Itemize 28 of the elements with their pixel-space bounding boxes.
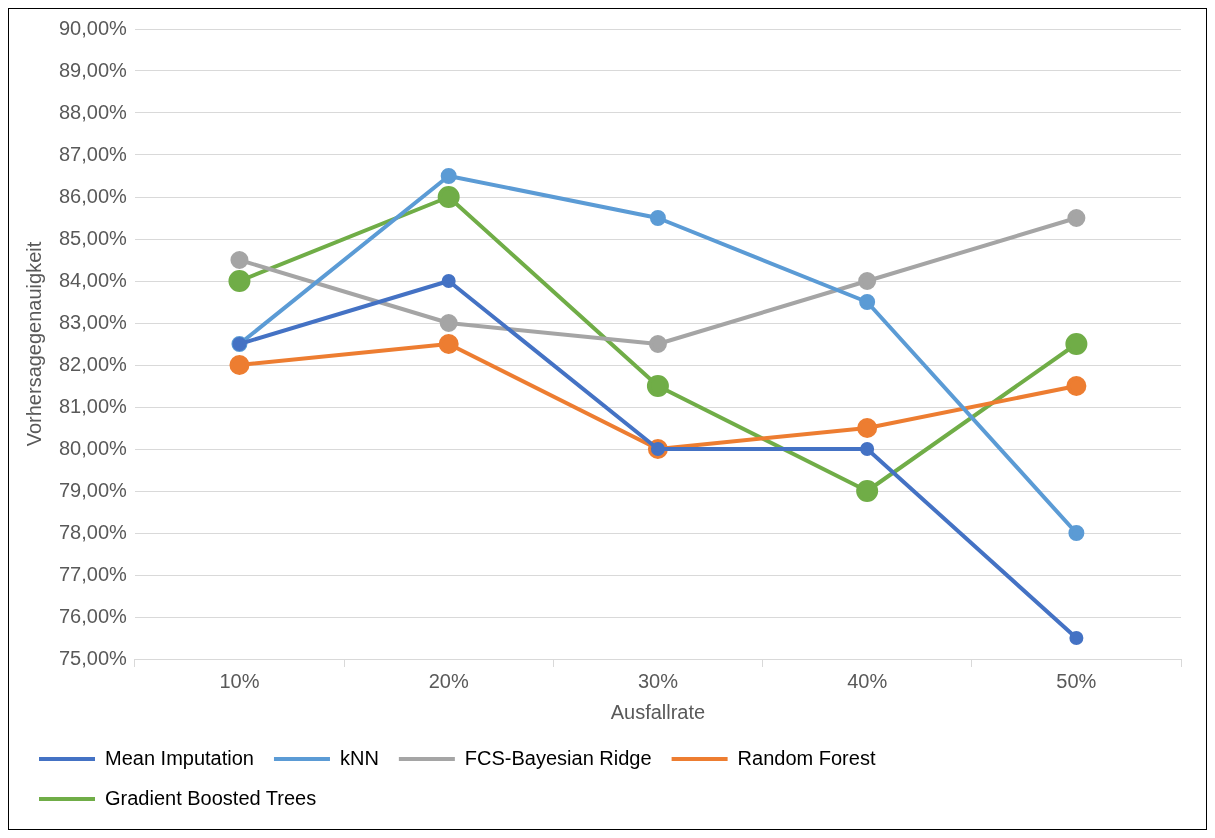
y-tick-label: 90,00% (58, 16, 128, 39)
y-tick-label: 75,00% (58, 646, 128, 669)
y-tick-label: 89,00% (58, 58, 128, 81)
legend-label: FCS-Bayesian Ridge (464, 746, 652, 769)
y-tick-label: 79,00% (58, 478, 128, 501)
y-tick-label: 87,00% (58, 142, 128, 165)
y-tick-label: 77,00% (58, 562, 128, 585)
y-tick-label: 83,00% (58, 310, 128, 333)
x-tick-label: 20% (428, 669, 469, 692)
y-tick-label: 76,00% (58, 604, 128, 627)
y-tick-label: 80,00% (58, 436, 128, 459)
legend-label: kNN (339, 746, 379, 769)
legend-label: Mean Imputation (105, 746, 254, 769)
y-tick-label: 85,00% (58, 226, 128, 249)
x-tick-label: 30% (637, 669, 679, 692)
x-axis-title: Ausfallrate (610, 700, 706, 723)
y-tick-label: 86,00% (58, 184, 128, 207)
x-tick-label: 40% (847, 669, 888, 692)
y-tick-label: 88,00% (58, 100, 128, 123)
y-tick-label: 81,00% (58, 394, 128, 417)
y-tick-label: 82,00% (58, 352, 128, 375)
legend-label: Random Forest (737, 746, 876, 769)
y-tick-label: 78,00% (58, 520, 128, 543)
y-axis-title: Vorhersagegenauigkeit (22, 241, 45, 447)
y-tick-label: 84,00% (58, 268, 128, 291)
legend-label: Gradient Boosted Trees (105, 786, 317, 809)
x-tick-label: 10% (219, 669, 260, 692)
x-tick-label: 50% (1056, 669, 1097, 692)
